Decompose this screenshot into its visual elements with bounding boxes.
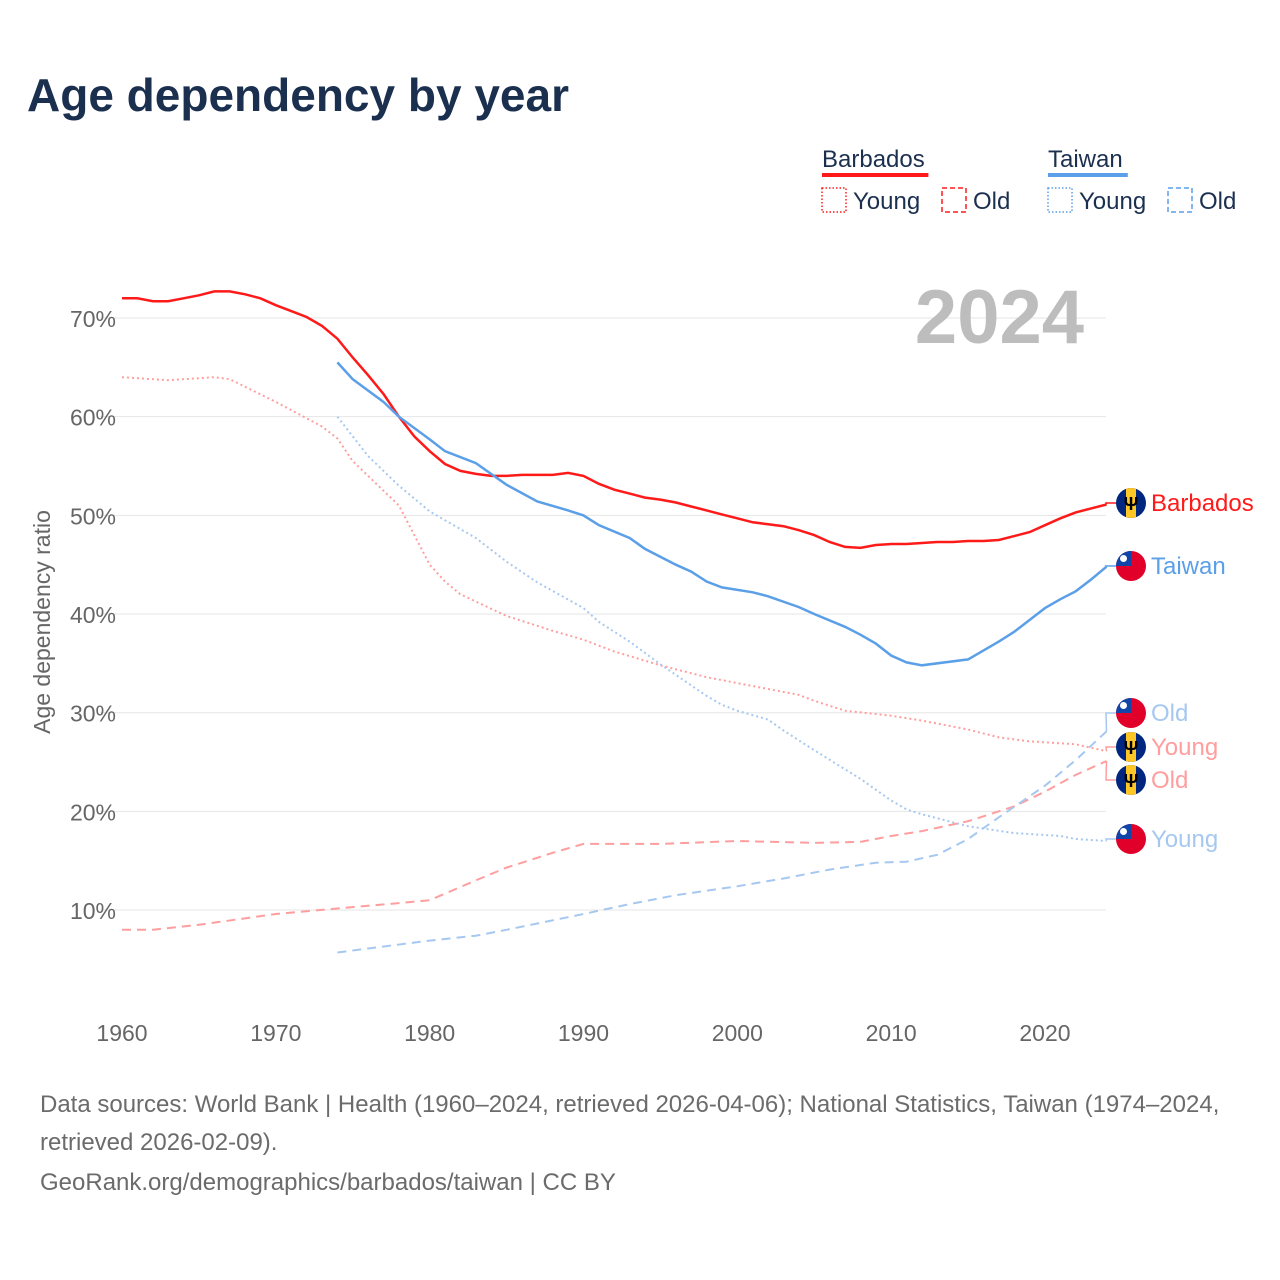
legend-underline (1048, 173, 1128, 177)
flag-body: Ψ (1116, 765, 1146, 795)
flag-band (1126, 488, 1136, 518)
flag-body: Ψ (1116, 488, 1146, 518)
trident: Ψ (1124, 771, 1139, 791)
legend-underline (822, 173, 929, 177)
barbados-flag-icon: Ψ (1116, 488, 1146, 518)
barbados-flag-icon: Ψ (1116, 765, 1146, 795)
trident: Ψ (1124, 494, 1139, 514)
label-connector (1105, 761, 1116, 781)
x-tick-label: 1970 (250, 1020, 301, 1046)
taiwan-flag-icon (1116, 551, 1146, 581)
legend-swatch-old (941, 187, 967, 213)
taiwan-flag-icon (1116, 698, 1146, 728)
legend-item: Old (1199, 188, 1236, 215)
flag-sun (1120, 828, 1127, 835)
flag-band (1126, 765, 1136, 795)
x-tick-label: 2020 (1019, 1020, 1070, 1046)
end-label: Old (1151, 700, 1188, 727)
line-chart: 10% 20% 30% 40% 50% 60% 70% 1960 1970 1980 1990 200… (29, 146, 1254, 1046)
y-tick-label: 20% (70, 799, 116, 825)
y-tick-label: 50% (70, 503, 116, 529)
flag-sun (1120, 702, 1127, 709)
legend-swatch-young (1047, 187, 1073, 213)
end-label: Old (1151, 767, 1188, 794)
flag-band (1126, 732, 1136, 762)
flag-body (1116, 551, 1146, 581)
legend-country: Barbados (822, 146, 925, 173)
x-tick-label: 1960 (96, 1020, 147, 1046)
series-line-taiwan-young (336, 416, 1107, 842)
end-label: Taiwan (1151, 553, 1226, 580)
label-connector (1105, 838, 1116, 842)
x-tick-label: 1990 (558, 1020, 609, 1046)
label-connector (1104, 565, 1116, 568)
source-link[interactable]: GeoRank.org/demographics/barbados/taiwan… (40, 1169, 616, 1196)
y-tick-label: 10% (70, 898, 116, 924)
end-label: Young (1151, 734, 1218, 761)
legend-swatch-young (821, 187, 847, 213)
label-connector (1105, 712, 1116, 732)
flag-body (1116, 824, 1146, 854)
barbados-flag-icon: Ψ (1116, 732, 1146, 762)
legend-item: Young (1079, 188, 1146, 215)
data-sources: Data sources: World Bank | Health (1960–… (40, 1091, 1220, 1156)
legend-item: Old (973, 188, 1010, 215)
series-line-barbados (122, 290, 1107, 550)
flag-body: Ψ (1116, 732, 1146, 762)
series-line-taiwan-old (337, 730, 1108, 954)
taiwan-flag-icon (1116, 824, 1146, 854)
label-connector (1104, 502, 1116, 505)
trident: Ψ (1124, 738, 1139, 758)
legend-swatch-old (1167, 187, 1193, 213)
chart-title: Age dependency by year (27, 69, 569, 121)
x-tick-label: 2010 (866, 1020, 917, 1046)
y-axis-label: Age dependency ratio (29, 510, 55, 734)
y-tick-label: 60% (70, 405, 116, 431)
y-tick-label: 30% (70, 701, 116, 727)
y-tick-label: 40% (70, 602, 116, 628)
end-label: Barbados (1151, 490, 1254, 517)
series-line-barbados-young (121, 376, 1107, 753)
flag-sun (1120, 555, 1127, 562)
year-label: 2024 (915, 275, 1084, 360)
y-tick-label: 70% (70, 306, 116, 332)
label-connector (1105, 746, 1116, 752)
flag-body (1116, 698, 1146, 728)
legend-country: Taiwan (1048, 146, 1123, 173)
end-label: Young (1151, 826, 1218, 853)
x-tick-label: 2000 (712, 1020, 763, 1046)
x-tick-label: 1980 (404, 1020, 455, 1046)
series-line-taiwan (336, 361, 1108, 667)
legend-item: Young (853, 188, 920, 215)
series-line-barbados-old (122, 760, 1107, 931)
